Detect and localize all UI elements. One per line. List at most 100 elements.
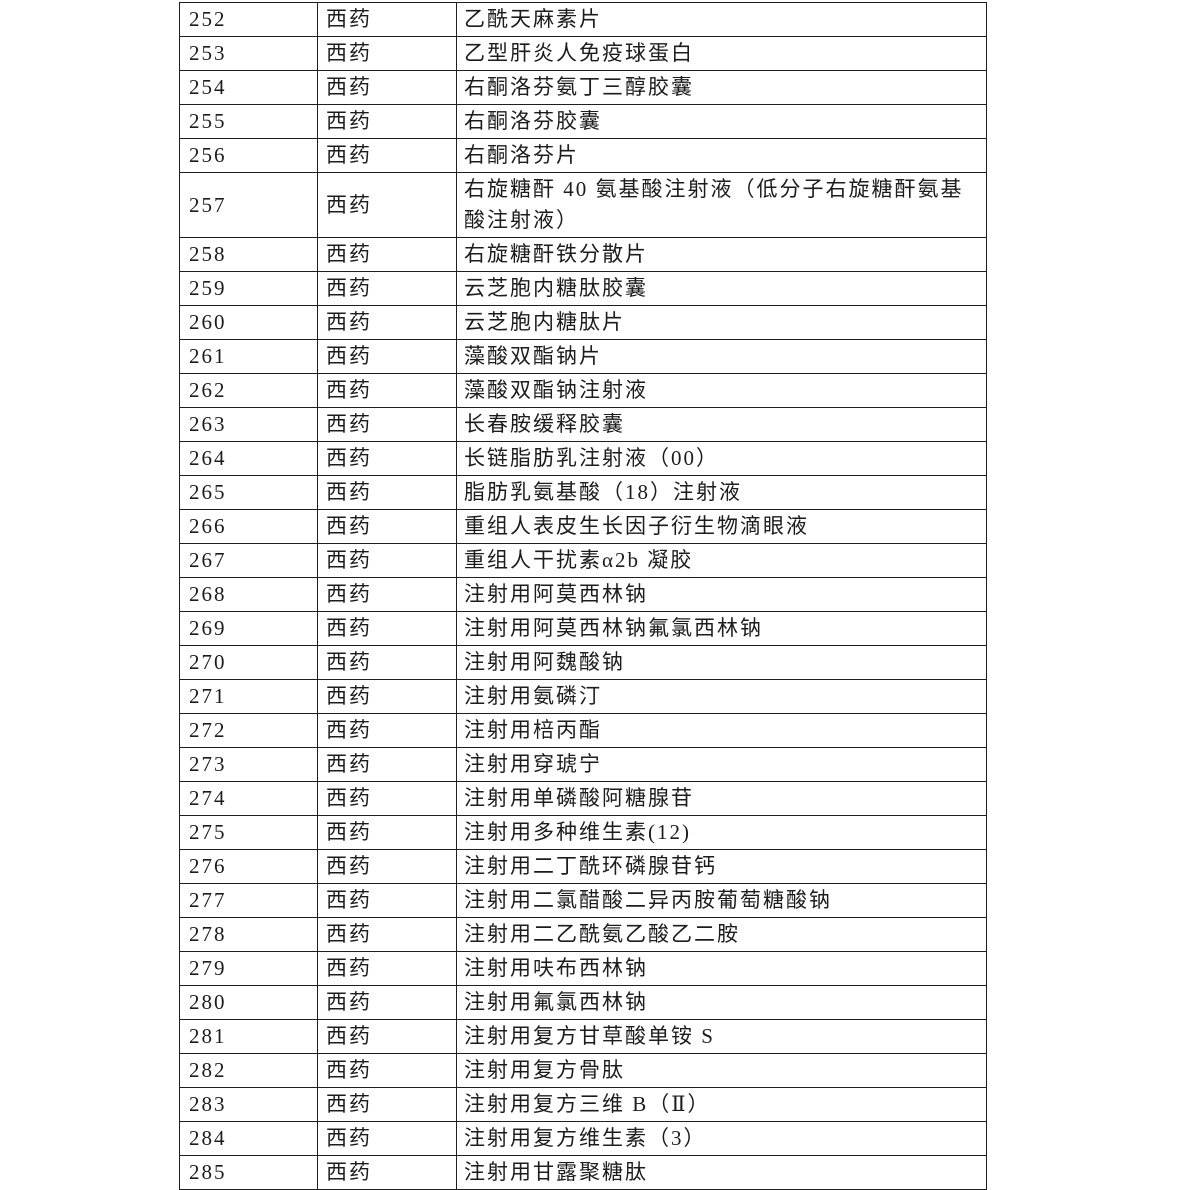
row-number-cell: 278 [179, 917, 318, 952]
table-row: 277 西药 注射用二氯醋酸二异丙胺葡萄糖酸钠 [179, 883, 987, 918]
category-cell: 西药 [317, 305, 457, 340]
row-number-cell: 273 [179, 747, 318, 782]
drug-name-cell: 重组人表皮生长因子衍生物滴眼液 [456, 509, 987, 544]
drug-name-cell: 右旋糖酐铁分散片 [456, 237, 987, 272]
drug-name-cell: 注射用氟氯西林钠 [456, 985, 987, 1020]
row-number-cell: 282 [179, 1053, 318, 1088]
table-row: 268 西药 注射用阿莫西林钠 [179, 577, 987, 612]
drug-name-cell: 注射用阿莫西林钠氟氯西林钠 [456, 611, 987, 646]
drug-name-cell: 右旋糖酐 40 氨基酸注射液（低分子右旋糖酐氨基酸注射液） [456, 172, 987, 238]
table-row: 266 西药 重组人表皮生长因子衍生物滴眼液 [179, 509, 987, 544]
document-page: 252 西药 乙酰天麻素片 253 西药 乙型肝炎人免疫球蛋白 254 西药 右… [179, 2, 987, 1190]
row-number-cell: 280 [179, 985, 318, 1020]
drug-name-cell: 乙酰天麻素片 [456, 2, 987, 37]
category-cell: 西药 [317, 441, 457, 476]
table-row: 272 西药 注射用棓丙酯 [179, 713, 987, 748]
drug-name-cell: 右酮洛芬片 [456, 138, 987, 173]
category-cell: 西药 [317, 237, 457, 272]
row-number-cell: 260 [179, 305, 318, 340]
row-number-cell: 274 [179, 781, 318, 816]
row-number-cell: 283 [179, 1087, 318, 1122]
category-cell: 西药 [317, 883, 457, 918]
row-number-cell: 277 [179, 883, 318, 918]
drug-name-cell: 注射用单磷酸阿糖腺苷 [456, 781, 987, 816]
row-number-cell: 266 [179, 509, 318, 544]
table-row: 259 西药 云芝胞内糖肽胶囊 [179, 271, 987, 306]
table-row: 260 西药 云芝胞内糖肽片 [179, 305, 987, 340]
drug-name-cell: 注射用复方骨肽 [456, 1053, 987, 1088]
row-number-cell: 264 [179, 441, 318, 476]
drug-name-cell: 注射用穿琥宁 [456, 747, 987, 782]
drug-name-cell: 重组人干扰素α2b 凝胶 [456, 543, 987, 578]
drug-name-cell: 注射用甘露聚糖肽 [456, 1155, 987, 1190]
drug-name-cell: 注射用复方维生素（3） [456, 1121, 987, 1156]
table-row: 280 西药 注射用氟氯西林钠 [179, 985, 987, 1020]
table-row: 256 西药 右酮洛芬片 [179, 138, 987, 173]
drug-name-cell: 注射用二丁酰环磷腺苷钙 [456, 849, 987, 884]
row-number-cell: 263 [179, 407, 318, 442]
drug-name-cell: 藻酸双酯钠注射液 [456, 373, 987, 408]
drug-name-cell: 长链脂肪乳注射液（00） [456, 441, 987, 476]
category-cell: 西药 [317, 70, 457, 105]
drug-name-cell: 长春胺缓释胶囊 [456, 407, 987, 442]
row-number-cell: 258 [179, 237, 318, 272]
drug-name-cell: 注射用多种维生素(12) [456, 815, 987, 850]
drug-name-cell: 藻酸双酯钠片 [456, 339, 987, 374]
table-row: 282 西药 注射用复方骨肽 [179, 1053, 987, 1088]
row-number-cell: 259 [179, 271, 318, 306]
category-cell: 西药 [317, 407, 457, 442]
drug-name-cell: 注射用阿魏酸钠 [456, 645, 987, 680]
drug-list-table: 252 西药 乙酰天麻素片 253 西药 乙型肝炎人免疫球蛋白 254 西药 右… [179, 2, 987, 1190]
category-cell: 西药 [317, 815, 457, 850]
table-row: 267 西药 重组人干扰素α2b 凝胶 [179, 543, 987, 578]
category-cell: 西药 [317, 543, 457, 578]
category-cell: 西药 [317, 1053, 457, 1088]
drug-name-cell: 注射用二乙酰氨乙酸乙二胺 [456, 917, 987, 952]
drug-name-cell: 右酮洛芬氨丁三醇胶囊 [456, 70, 987, 105]
row-number-cell: 276 [179, 849, 318, 884]
row-number-cell: 257 [179, 172, 318, 238]
table-row: 271 西药 注射用氨磷汀 [179, 679, 987, 714]
category-cell: 西药 [317, 781, 457, 816]
drug-name-cell: 注射用复方甘草酸单铵 S [456, 1019, 987, 1054]
category-cell: 西药 [317, 373, 457, 408]
table-row: 284 西药 注射用复方维生素（3） [179, 1121, 987, 1156]
drug-name-cell: 右酮洛芬胶囊 [456, 104, 987, 139]
drug-name-cell: 注射用棓丙酯 [456, 713, 987, 748]
category-cell: 西药 [317, 645, 457, 680]
drug-name-cell: 脂肪乳氨基酸（18）注射液 [456, 475, 987, 510]
row-number-cell: 261 [179, 339, 318, 374]
category-cell: 西药 [317, 509, 457, 544]
table-row: 254 西药 右酮洛芬氨丁三醇胶囊 [179, 70, 987, 105]
category-cell: 西药 [317, 611, 457, 646]
category-cell: 西药 [317, 747, 457, 782]
table-row: 276 西药 注射用二丁酰环磷腺苷钙 [179, 849, 987, 884]
drug-name-cell: 注射用二氯醋酸二异丙胺葡萄糖酸钠 [456, 883, 987, 918]
table-row: 258 西药 右旋糖酐铁分散片 [179, 237, 987, 272]
table-row: 281 西药 注射用复方甘草酸单铵 S [179, 1019, 987, 1054]
row-number-cell: 268 [179, 577, 318, 612]
category-cell: 西药 [317, 849, 457, 884]
category-cell: 西药 [317, 713, 457, 748]
table-row: 257 西药 右旋糖酐 40 氨基酸注射液（低分子右旋糖酐氨基酸注射液） [179, 172, 987, 238]
category-cell: 西药 [317, 951, 457, 986]
row-number-cell: 275 [179, 815, 318, 850]
drug-name-cell: 注射用阿莫西林钠 [456, 577, 987, 612]
category-cell: 西药 [317, 1121, 457, 1156]
row-number-cell: 267 [179, 543, 318, 578]
table-row: 269 西药 注射用阿莫西林钠氟氯西林钠 [179, 611, 987, 646]
row-number-cell: 269 [179, 611, 318, 646]
table-row: 264 西药 长链脂肪乳注射液（00） [179, 441, 987, 476]
table-row: 279 西药 注射用呋布西林钠 [179, 951, 987, 986]
drug-list-body: 252 西药 乙酰天麻素片 253 西药 乙型肝炎人免疫球蛋白 254 西药 右… [179, 2, 987, 1190]
category-cell: 西药 [317, 104, 457, 139]
table-row: 283 西药 注射用复方三维 B（Ⅱ） [179, 1087, 987, 1122]
row-number-cell: 285 [179, 1155, 318, 1190]
row-number-cell: 262 [179, 373, 318, 408]
row-number-cell: 271 [179, 679, 318, 714]
row-number-cell: 255 [179, 104, 318, 139]
row-number-cell: 254 [179, 70, 318, 105]
table-row: 262 西药 藻酸双酯钠注射液 [179, 373, 987, 408]
table-row: 253 西药 乙型肝炎人免疫球蛋白 [179, 36, 987, 71]
table-row: 285 西药 注射用甘露聚糖肽 [179, 1155, 987, 1190]
